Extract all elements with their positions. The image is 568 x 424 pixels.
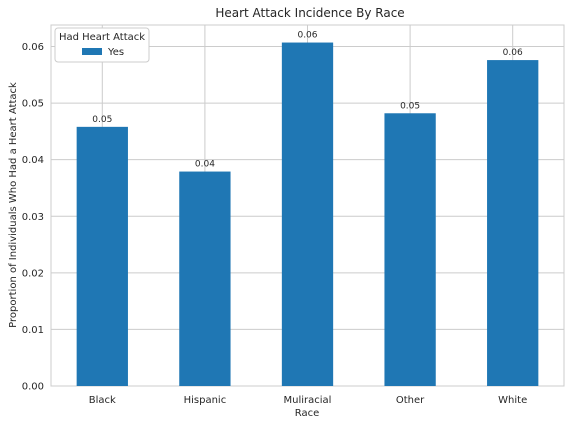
bars: 0.05 0.04 0.06 0.05 0.06 xyxy=(76,31,539,387)
y-tick-label: 0.05 xyxy=(22,99,44,110)
x-tick-label: Other xyxy=(396,395,425,406)
legend-title: Had Heart Attack xyxy=(59,32,145,43)
y-ticks: 0.00 0.01 0.02 0.03 0.04 0.05 0.06 xyxy=(22,42,44,392)
data-label: 0.06 xyxy=(297,31,317,41)
legend-box xyxy=(54,27,150,63)
x-tick-label: Muliracial xyxy=(284,395,332,406)
data-label: 0.04 xyxy=(195,160,215,170)
legend-entry-label: Yes xyxy=(107,47,124,58)
y-tick-label: 0.00 xyxy=(22,382,44,393)
bar xyxy=(179,171,231,386)
data-label: 0.05 xyxy=(92,115,112,125)
bar xyxy=(384,113,436,386)
y-axis-label: Proportion of Individuals Who Had a Hear… xyxy=(8,82,19,328)
bar xyxy=(487,60,539,386)
data-label: 0.06 xyxy=(503,48,523,58)
y-tick-label: 0.02 xyxy=(22,268,44,279)
bar xyxy=(76,126,128,386)
y-tick-label: 0.04 xyxy=(22,155,44,166)
x-tick-label: Hispanic xyxy=(184,395,227,406)
x-axis-label: Race xyxy=(295,408,320,419)
x-tick-label: White xyxy=(498,395,527,406)
bar xyxy=(281,42,334,387)
y-tick-label: 0.01 xyxy=(22,325,44,336)
x-ticks: Black Hispanic Muliracial Other White xyxy=(89,395,527,406)
y-tick-label: 0.06 xyxy=(22,42,44,53)
legend-swatch xyxy=(82,48,102,55)
legend: Had Heart Attack Yes xyxy=(54,27,150,63)
x-tick-label: Black xyxy=(89,395,116,406)
data-label: 0.05 xyxy=(400,101,420,111)
chart-title: Heart Attack Incidence By Race xyxy=(215,6,404,20)
y-tick-label: 0.03 xyxy=(22,212,44,223)
